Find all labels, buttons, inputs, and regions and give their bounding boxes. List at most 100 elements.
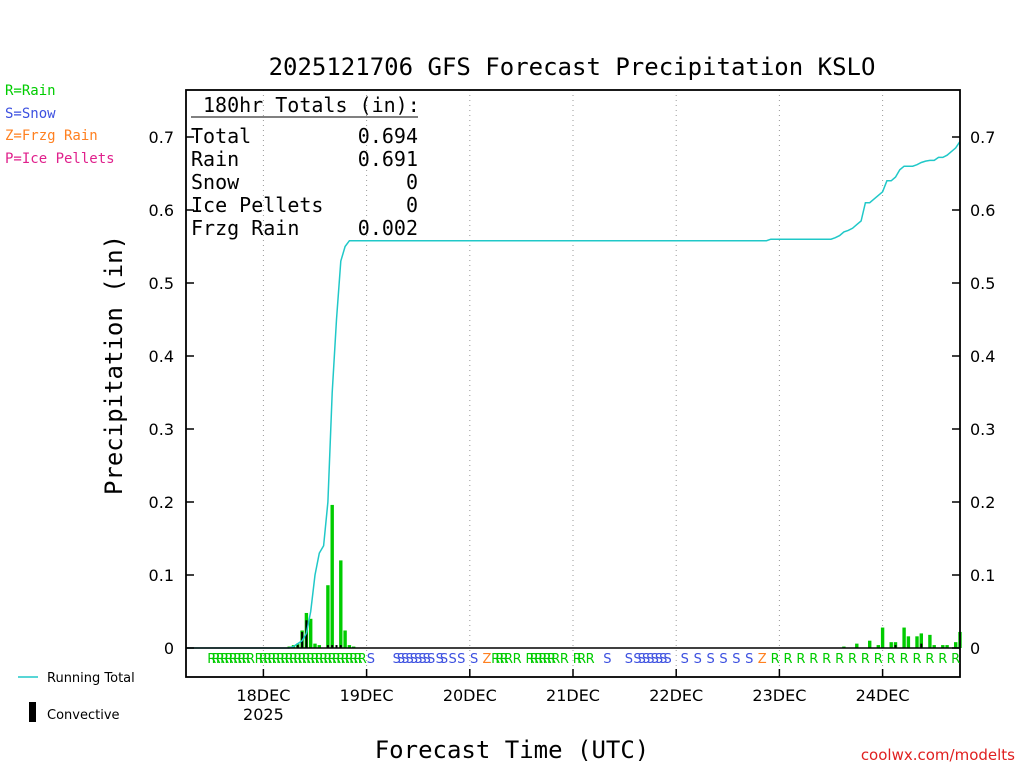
ptype-marker: S	[448, 652, 456, 667]
ptype-marker: R	[272, 652, 281, 667]
y-tick-label-left: 0.4	[149, 347, 174, 366]
ptype-marker: S	[655, 652, 663, 667]
convective-bar	[331, 645, 334, 648]
precip-bar	[317, 645, 321, 648]
ptype-marker: R	[586, 652, 595, 667]
ptype-marker: S	[638, 652, 646, 667]
x-tick-label: 21DEC	[546, 686, 600, 705]
y-tick-label-right: 0.5	[970, 274, 995, 293]
totals-heading: 180hr Totals (in):	[203, 93, 420, 117]
ptype-marker: R	[216, 652, 225, 667]
ptype-marker: R	[925, 652, 934, 667]
precip-bar	[326, 585, 330, 648]
ptype-marker: R	[246, 652, 255, 667]
y-tick-label-right: 0.2	[970, 493, 995, 512]
ptype-marker: S	[633, 652, 641, 667]
ptype-marker: R	[285, 652, 294, 667]
precip-bar	[906, 636, 911, 648]
ptype-marker: R	[900, 652, 909, 667]
ptype-marker: R	[513, 652, 522, 667]
ptype-marker: R	[538, 652, 547, 667]
y-tick-label-left: 0.6	[149, 201, 174, 220]
ptype-marker: R	[332, 652, 341, 667]
ptype-marker: S	[719, 652, 727, 667]
precip-bar	[313, 643, 317, 648]
ptype-marker: R	[491, 652, 500, 667]
x-gridlines	[262, 90, 884, 677]
ptype-marker: S	[642, 652, 650, 667]
ptype-marker: R	[874, 652, 883, 667]
y-axis-label: Precipitation (in)	[100, 235, 128, 495]
ptype-marker: R	[212, 652, 221, 667]
totals-box: 180hr Totals (in): Total 0.694 Rain 0.69…	[191, 93, 420, 240]
ptype-marker: S	[659, 652, 667, 667]
x-tick-label: 19DEC	[340, 686, 394, 705]
ptype-marker: S	[423, 652, 431, 667]
precip-bar	[954, 642, 958, 648]
running-total-line	[186, 140, 961, 649]
precip-bar	[876, 645, 880, 648]
convective-bar	[920, 643, 923, 648]
precip-bar	[945, 645, 949, 648]
precip-bar	[343, 630, 347, 648]
ptype-marker: R	[809, 652, 818, 667]
precip-bar	[889, 642, 893, 648]
y-tick-label-left: 0.3	[149, 420, 174, 439]
precip-bar	[902, 627, 906, 648]
ptype-marker: S	[418, 652, 426, 667]
ptype-marker: R	[345, 652, 354, 667]
ptype-marker: R	[336, 652, 345, 667]
ptype-marker: S	[397, 652, 405, 667]
chart-title: 2025121706 GFS Forecast Precipitation KS…	[269, 53, 876, 81]
ptype-marker: S	[367, 652, 375, 667]
convective-legend-swatch	[29, 702, 36, 722]
totals-snow-label: Snow	[191, 170, 240, 194]
precip-bar	[339, 560, 343, 648]
x-tick-label: 18DEC	[236, 686, 290, 705]
ptype-marker: R	[237, 652, 246, 667]
convective-bars	[296, 620, 923, 648]
x-tick-label: 20DEC	[443, 686, 497, 705]
y-tick-label-left: 0.7	[149, 128, 174, 147]
precip-bar	[880, 627, 885, 648]
ptype-marker: R	[229, 652, 238, 667]
ptype-marker: S	[393, 652, 401, 667]
convective-legend-label: Convective	[47, 708, 120, 723]
y-tick-label-left: 0.1	[149, 566, 174, 585]
ptype-marker: S	[414, 652, 422, 667]
ptype-marker: R	[573, 652, 582, 667]
ptype-marker: R	[289, 652, 298, 667]
ptype-marker: R	[280, 652, 289, 667]
ptype-marker: R	[822, 652, 831, 667]
y-tick-label-left: 0.5	[149, 274, 174, 293]
ptype-marker: R	[504, 652, 513, 667]
precip-bar	[932, 645, 936, 648]
ptype-marker: S	[681, 652, 689, 667]
legend-freezing-rain: Z=Frzg Rain	[5, 128, 98, 144]
totals-total-value: 0.694	[358, 124, 418, 148]
precip-bar	[855, 643, 859, 648]
totals-ice-pellets-value: 0	[406, 193, 418, 217]
ptype-marker: R	[207, 652, 216, 667]
y-tick-label-right: 0.1	[970, 566, 995, 585]
convective-bar	[339, 645, 342, 648]
totals-snow-value: 0	[406, 170, 418, 194]
x-tick-label: 23DEC	[752, 686, 806, 705]
ptype-marker: R	[353, 652, 362, 667]
ptype-marker: S	[706, 652, 714, 667]
ptype-marker: R	[848, 652, 857, 667]
precip-bar	[928, 634, 932, 648]
ptype-marker: R	[796, 652, 805, 667]
ptype-marker: S	[694, 652, 702, 667]
ptype-marker: R	[530, 652, 539, 667]
precip-bar	[347, 645, 352, 648]
totals-ice-pellets-label: Ice Pellets	[191, 193, 323, 217]
ptype-marker: R	[255, 652, 264, 667]
ptype-marker: R	[328, 652, 337, 667]
y-tick-label-right: 0.3	[970, 420, 995, 439]
ptype-marker: R	[543, 652, 552, 667]
ptype-marker: R	[938, 652, 947, 667]
ptype-marker: R	[547, 652, 556, 667]
ptype-marker: S	[405, 652, 413, 667]
